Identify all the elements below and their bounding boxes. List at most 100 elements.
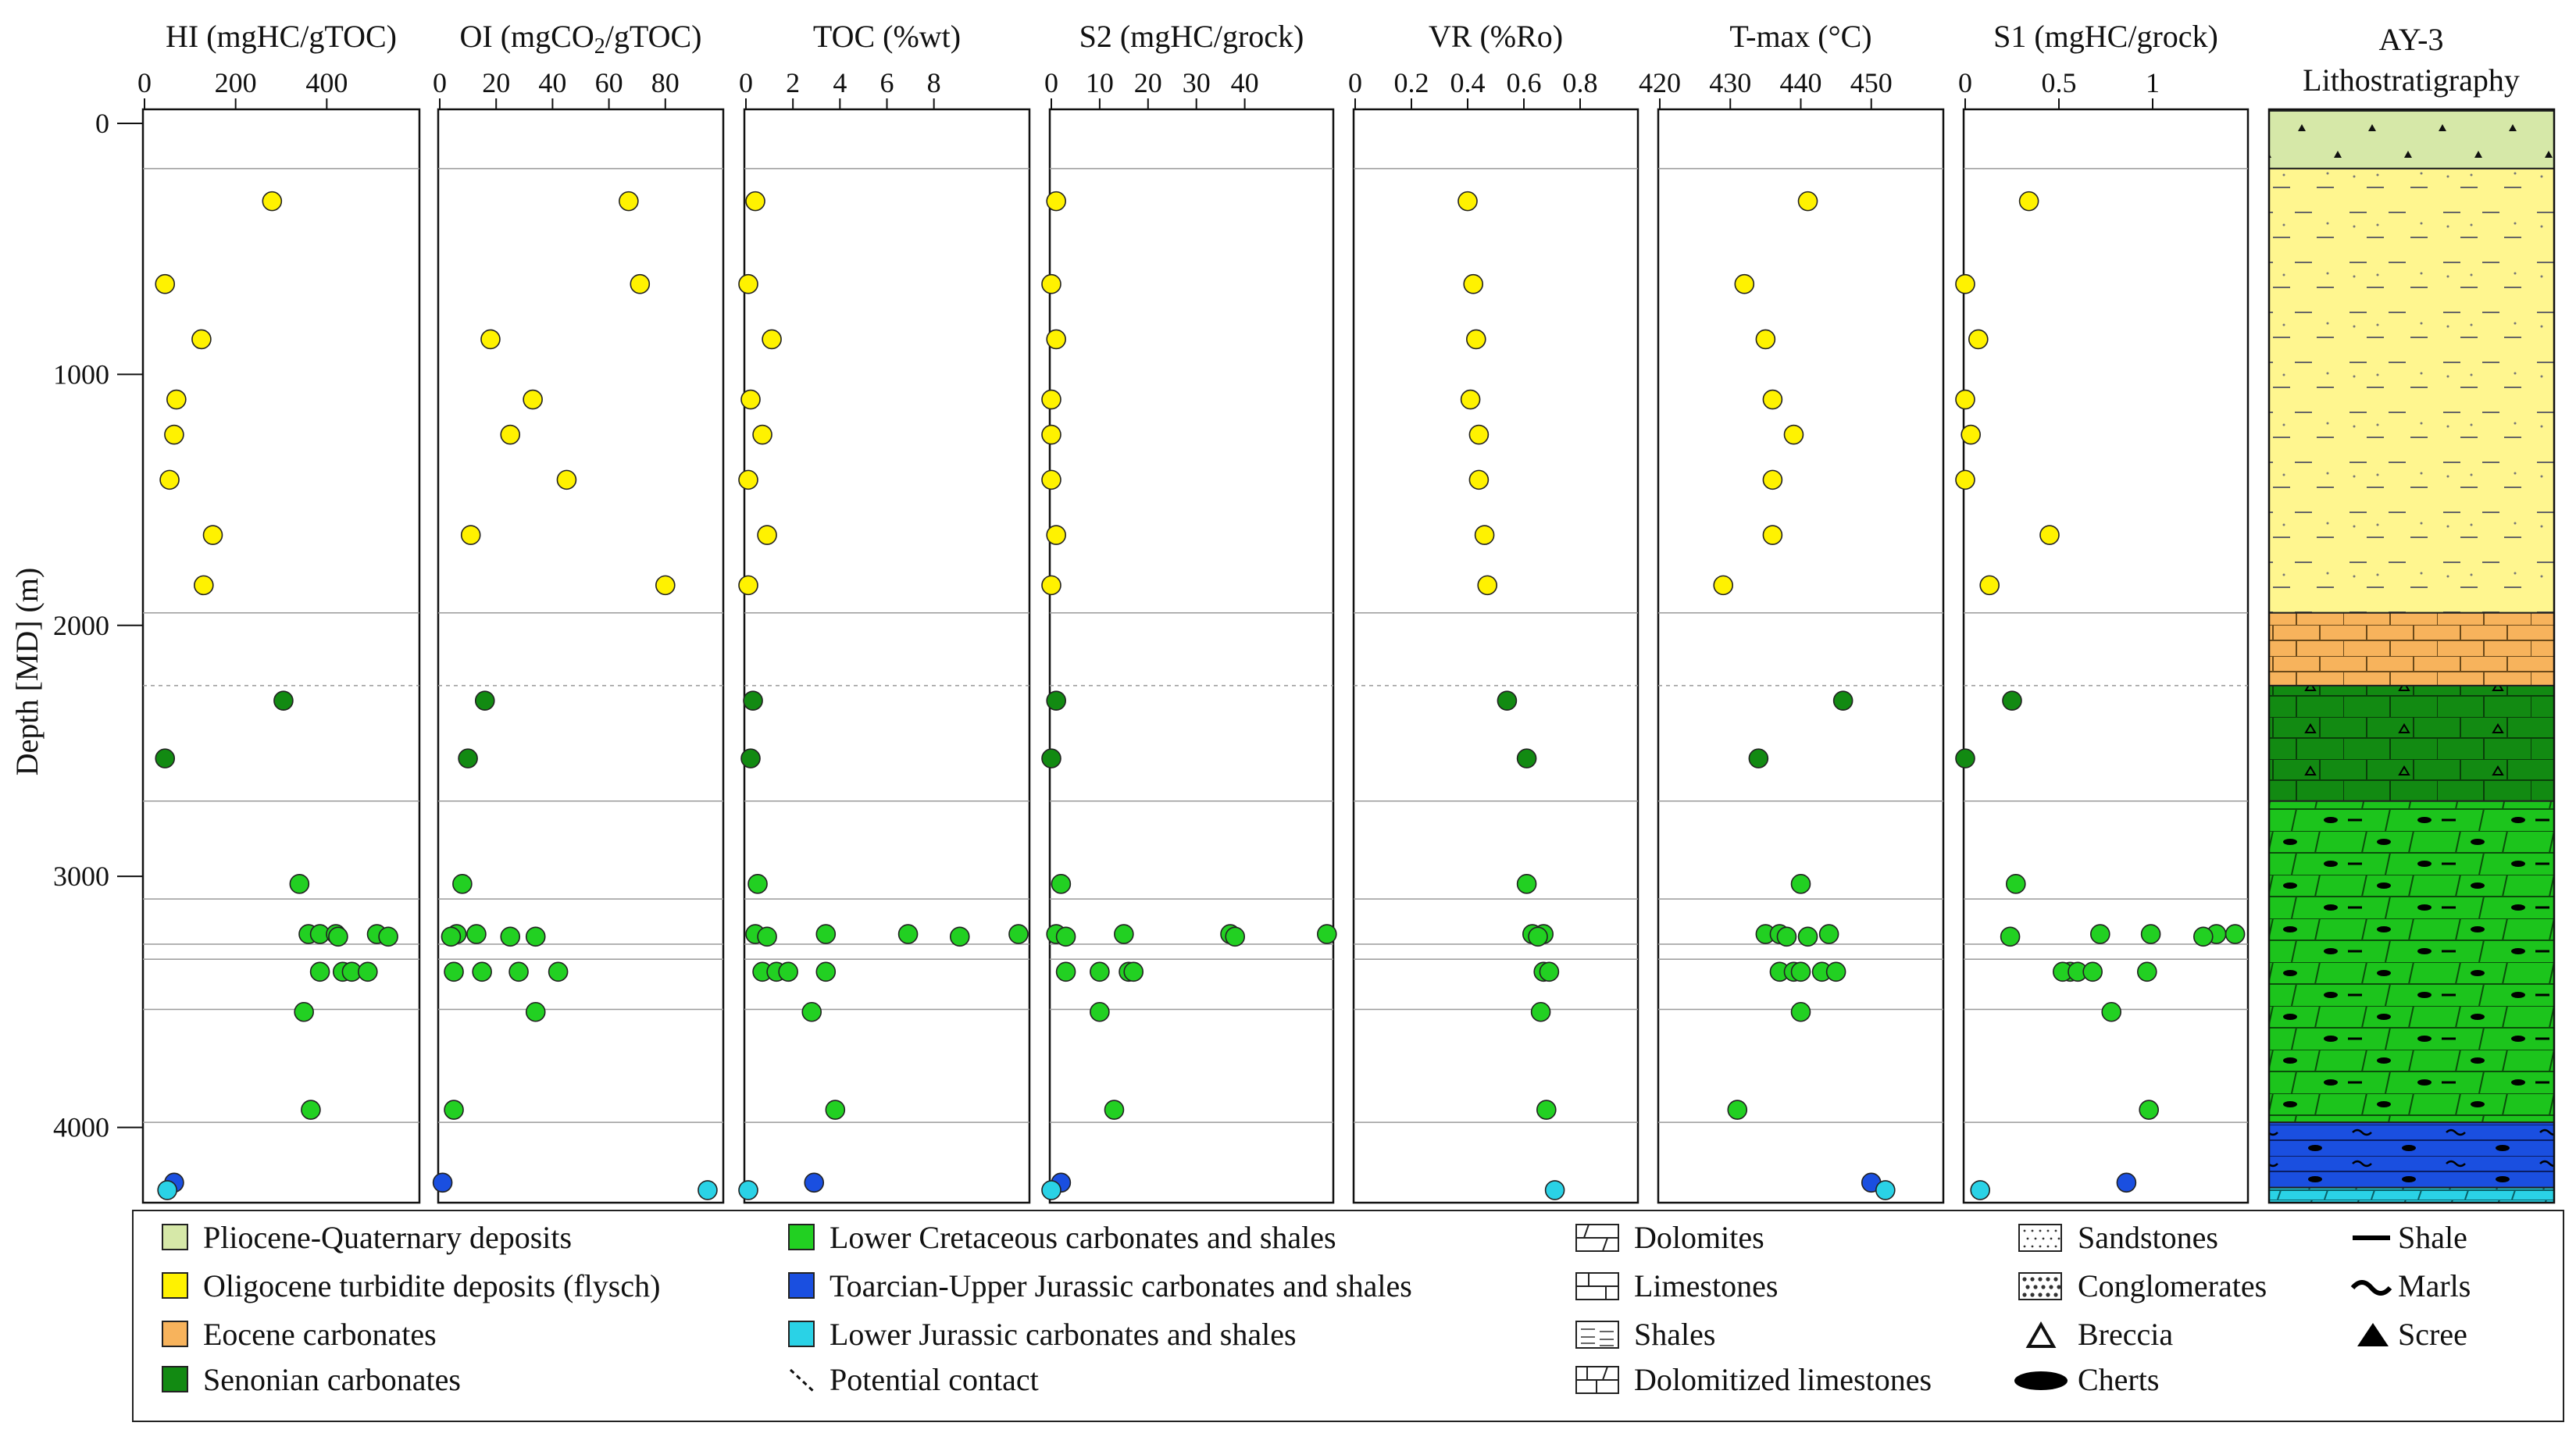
x-tick-label: 2 [786, 67, 800, 98]
litho-unit-lowcret [2268, 800, 2555, 1124]
x-tick-label: 0.4 [1450, 67, 1486, 98]
x-tick-label: 400 [305, 67, 348, 98]
data-point-flysch [1046, 191, 1066, 212]
data-point-lowcret [747, 874, 768, 894]
data-point-lowcret [1790, 874, 1811, 894]
data-point-flysch [480, 329, 501, 350]
panel-title: VR (%Ro) [1429, 19, 1563, 54]
data-point-flysch [762, 329, 782, 350]
data-point-lowcret [1104, 1100, 1125, 1120]
data-point-flysch [1961, 424, 1981, 445]
data-point-lowcret [452, 874, 473, 894]
panel-s2: 0 10 20 30 40 S2 (mgHC/grock) [1041, 19, 1337, 1204]
x-tick-label: 1 [2146, 67, 2160, 98]
data-point-toarcian [432, 1172, 453, 1193]
data-point-flysch [202, 525, 223, 545]
panel-title-subscript: 2 [594, 34, 605, 59]
data-point-senonian [1832, 690, 1854, 711]
data-point-lowcret [294, 1001, 314, 1022]
data-point-lowcret [2101, 1001, 2121, 1022]
y-axis: 0 1000 2000 3000 4000 [53, 108, 143, 1143]
x-tick-label: 8 [927, 67, 941, 98]
data-point-flysch [630, 273, 651, 294]
x-tick-label: 0.5 [2042, 67, 2077, 98]
data-point-senonian [155, 748, 176, 768]
legend-symbol-marls [2350, 1280, 2392, 1296]
x-tick-label: 0 [1958, 67, 1972, 98]
data-point-lowcret [472, 961, 492, 982]
legend-swatch-lowjur [788, 1321, 815, 1347]
legend-label: Dolomites [1634, 1220, 1764, 1255]
data-point-flysch [1762, 469, 1783, 490]
data-point-lowcret [2090, 924, 2110, 944]
data-point-flysch [500, 424, 521, 445]
panel-vr: 0 0.2 0.4 0.6 0.8VR (%Ro) [1348, 19, 1639, 1204]
data-point-lowcret [500, 926, 521, 947]
data-point-senonian [1046, 690, 1066, 711]
legend-label: Marls [2398, 1268, 2471, 1303]
panel-title: S1 (mgHC/grock) [1993, 19, 2218, 54]
panel-title: S2 (mgHC/grock) [1079, 19, 1304, 54]
legend-symbol-scree [2357, 1323, 2389, 1346]
data-point-lowcret [1790, 961, 1811, 982]
panel-frame [743, 108, 1031, 1204]
data-point-lowcret [1825, 961, 1846, 982]
data-point-lowcret [2193, 926, 2214, 947]
x-tick-label: 0 [433, 67, 447, 98]
panel-title: OI (mgCO2/gTOC) [460, 19, 702, 59]
data-point-flysch [1762, 389, 1783, 410]
data-point-lowcret [825, 1100, 846, 1120]
data-point-flysch [740, 389, 761, 410]
data-point-lowcret [378, 926, 398, 947]
data-point-lowcret [2140, 924, 2161, 944]
legend-swatch-eocene [162, 1321, 188, 1347]
data-point-lowcret [1539, 961, 1560, 982]
data-point-lowcret [1090, 961, 1110, 982]
legend-lith-shales [1575, 1321, 1619, 1349]
legend-label: Sandstones [2078, 1220, 2218, 1255]
legend-label: Lower Jurassic carbonates and shales [830, 1317, 1297, 1352]
data-point-flysch [738, 469, 758, 490]
data-point-lowcret [757, 926, 777, 947]
data-point-senonian [743, 690, 763, 711]
legend-texture-conglomerates [2018, 1272, 2062, 1300]
data-point-lowcret [358, 961, 378, 982]
litho-unit-toarcian [2268, 1121, 2555, 1189]
data-point-flysch [1468, 469, 1490, 490]
legend-lith-dololime [1575, 1366, 1619, 1394]
y-tick-label: 2000 [53, 610, 109, 641]
panel-frame [1962, 108, 2250, 1204]
legend-texture-cherts [2014, 1371, 2068, 1390]
data-point-flysch [1474, 525, 1495, 545]
data-point-flysch [752, 424, 772, 445]
panel-title: HI (mgHC/gTOC) [166, 19, 397, 54]
data-point-lowcret [815, 961, 837, 982]
data-point-flysch [262, 191, 283, 212]
data-point-flysch [1041, 273, 1061, 294]
x-tick-label: 10 [1086, 67, 1114, 98]
data-point-flysch [159, 469, 180, 490]
data-point-lowcret [1776, 926, 1797, 947]
panel-title: TOC (%wt) [813, 19, 961, 54]
x-tick-label: 0 [1044, 67, 1058, 98]
data-point-lowjur [698, 1180, 718, 1200]
legend-swatch-flysch [162, 1272, 188, 1299]
data-point-flysch [1046, 525, 1066, 545]
panel-toc: 0 2 4 6 8 TOC (%wt) [738, 19, 1031, 1204]
data-point-senonian [458, 748, 478, 768]
data-point-lowcret [441, 926, 462, 947]
data-point-flysch [155, 273, 176, 294]
data-point-flysch [738, 575, 758, 596]
y-tick-label: 1000 [53, 358, 109, 390]
data-point-flysch [738, 273, 758, 294]
data-point-flysch [1783, 424, 1804, 445]
data-point-flysch [1457, 191, 1478, 212]
data-point-toarcian [804, 1172, 825, 1193]
data-point-flysch [1477, 575, 1497, 596]
data-point-lowcret [778, 961, 798, 982]
data-point-lowcret [1114, 924, 1134, 944]
data-point-flysch [460, 525, 481, 545]
legend-lith-dolomites [1575, 1224, 1619, 1252]
data-point-flysch [191, 329, 212, 350]
